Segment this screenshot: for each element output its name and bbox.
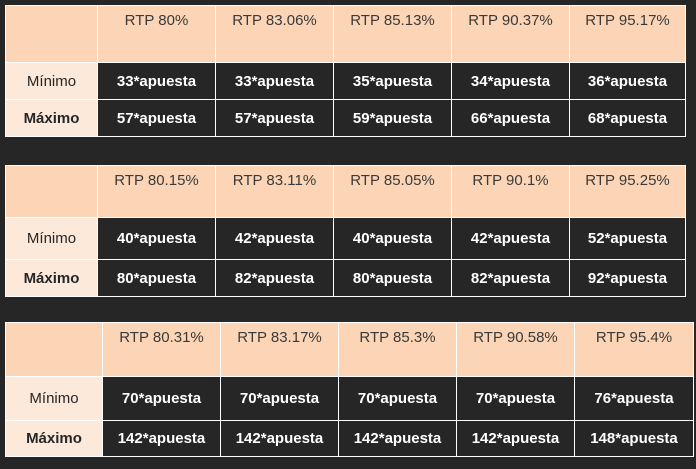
header-label: RTP 95.4%: [595, 329, 673, 346]
header-cell: RTP 95.25%: [569, 165, 686, 218]
value-cell: 92*apuesta: [569, 259, 686, 297]
header-label: RTP 83.11%: [232, 172, 317, 189]
rtp-table-2: RTP 80.15% RTP 83.11% RTP 85.05% RTP 90.…: [5, 165, 686, 297]
value-cell: 42*apuesta: [215, 217, 334, 260]
value-cell: 33*apuesta: [215, 62, 334, 100]
value-cell: 52*apuesta: [569, 217, 686, 260]
rtp-table-3: RTP 80.31% RTP 83.17% RTP 85.3% RTP 90.5…: [5, 322, 694, 457]
value-cell: 70*apuesta: [338, 376, 457, 421]
header-cell: RTP 85.13%: [333, 5, 452, 63]
value-cell: 70*apuesta: [102, 376, 221, 421]
minimo-row: Mínimo 70*apuesta 70*apuesta 70*apuesta …: [5, 376, 694, 421]
header-row: RTP 80.15% RTP 83.11% RTP 85.05% RTP 90.…: [5, 165, 686, 218]
value-cell: 80*apuesta: [333, 259, 452, 297]
value-cell: 57*apuesta: [97, 99, 216, 137]
header-label: RTP 85.13%: [350, 12, 435, 29]
header-label: RTP 95.25%: [585, 172, 670, 189]
value-cell: 33*apuesta: [97, 62, 216, 100]
header-label: RTP 95.17%: [585, 12, 670, 29]
header-label: RTP 80.15%: [114, 172, 199, 189]
value-cell: 142*apuesta: [102, 420, 221, 457]
value-cell: 57*apuesta: [215, 99, 334, 137]
value-cell: 35*apuesta: [333, 62, 452, 100]
header-cell: RTP 85.3%: [338, 322, 457, 377]
value-cell: 36*apuesta: [569, 62, 686, 100]
corner-cell: [5, 322, 103, 377]
corner-cell: [5, 5, 98, 63]
value-cell: 40*apuesta: [333, 217, 452, 260]
header-label: RTP 80%: [124, 12, 189, 29]
value-cell: 76*apuesta: [574, 376, 694, 421]
header-cell: RTP 90.1%: [451, 165, 570, 218]
header-cell: RTP 95.4%: [574, 322, 694, 377]
minimo-label: Mínimo: [5, 217, 98, 260]
minimo-label: Mínimo: [5, 62, 98, 100]
maximo-row: Máximo 80*apuesta 82*apuesta 80*apuesta …: [5, 259, 686, 297]
corner-cell: [5, 165, 98, 218]
minimo-row: Mínimo 33*apuesta 33*apuesta 35*apuesta …: [5, 62, 686, 100]
header-label: RTP 83.17%: [237, 329, 322, 346]
header-row: RTP 80% RTP 83.06% RTP 85.13% RTP 90.37%…: [5, 5, 686, 63]
maximo-label: Máximo: [5, 420, 103, 457]
header-cell: RTP 83.17%: [220, 322, 339, 377]
value-cell: 34*apuesta: [451, 62, 570, 100]
header-label: RTP 90.1%: [472, 172, 549, 189]
header-cell: RTP 90.37%: [451, 5, 570, 63]
header-label: RTP 85.05%: [350, 172, 435, 189]
header-cell: RTP 83.06%: [215, 5, 334, 63]
value-cell: 70*apuesta: [220, 376, 339, 421]
header-cell: RTP 95.17%: [569, 5, 686, 63]
header-label: RTP 80.31%: [119, 329, 204, 346]
maximo-row: Máximo 57*apuesta 57*apuesta 59*apuesta …: [5, 99, 686, 137]
header-row: RTP 80.31% RTP 83.17% RTP 85.3% RTP 90.5…: [5, 322, 694, 377]
header-cell: RTP 85.05%: [333, 165, 452, 218]
maximo-label: Máximo: [5, 259, 98, 297]
value-cell: 142*apuesta: [456, 420, 575, 457]
value-cell: 82*apuesta: [451, 259, 570, 297]
header-cell: RTP 80.31%: [102, 322, 221, 377]
header-label: RTP 83.06%: [232, 12, 317, 29]
value-cell: 142*apuesta: [338, 420, 457, 457]
value-cell: 42*apuesta: [451, 217, 570, 260]
header-cell: RTP 90.58%: [456, 322, 575, 377]
value-cell: 82*apuesta: [215, 259, 334, 297]
header-cell: RTP 80%: [97, 5, 216, 63]
maximo-label: Máximo: [5, 99, 98, 137]
value-cell: 66*apuesta: [451, 99, 570, 137]
header-label: RTP 90.37%: [468, 12, 553, 29]
value-cell: 148*apuesta: [574, 420, 694, 457]
value-cell: 70*apuesta: [456, 376, 575, 421]
rtp-table-1: RTP 80% RTP 83.06% RTP 85.13% RTP 90.37%…: [5, 5, 686, 137]
value-cell: 142*apuesta: [220, 420, 339, 457]
header-label: RTP 90.58%: [473, 329, 558, 346]
value-cell: 59*apuesta: [333, 99, 452, 137]
value-cell: 40*apuesta: [97, 217, 216, 260]
minimo-row: Mínimo 40*apuesta 42*apuesta 40*apuesta …: [5, 217, 686, 260]
header-cell: RTP 80.15%: [97, 165, 216, 218]
maximo-row: Máximo 142*apuesta 142*apuesta 142*apues…: [5, 420, 694, 457]
header-label: RTP 85.3%: [359, 329, 436, 346]
value-cell: 68*apuesta: [569, 99, 686, 137]
minimo-label: Mínimo: [5, 376, 103, 421]
value-cell: 80*apuesta: [97, 259, 216, 297]
header-cell: RTP 83.11%: [215, 165, 334, 218]
